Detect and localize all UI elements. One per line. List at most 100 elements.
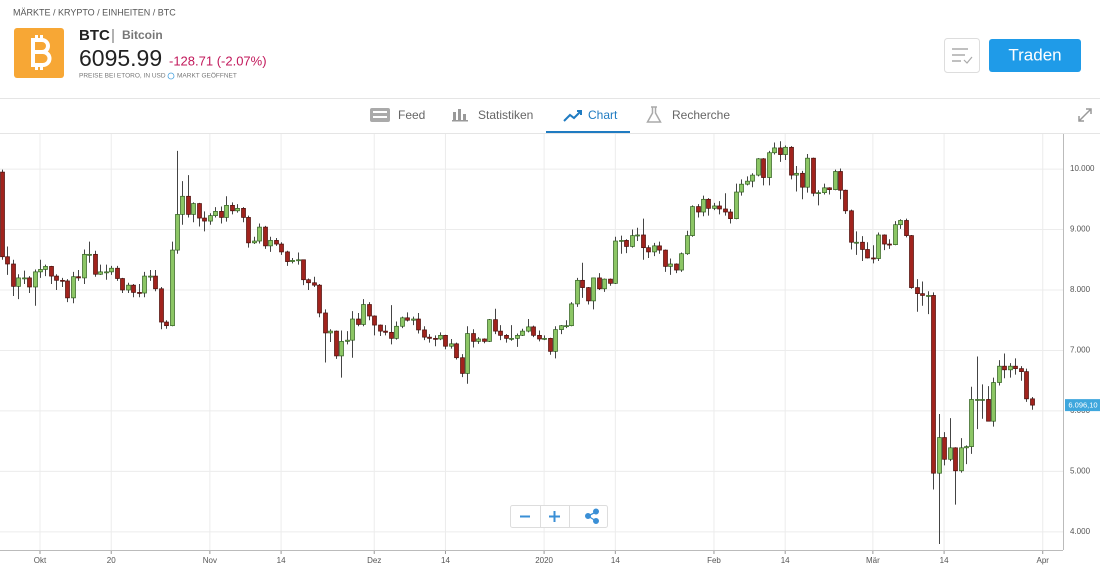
candle-body: [948, 447, 953, 460]
candle-body: [224, 204, 229, 218]
candle-body: [668, 263, 673, 267]
candle-body: [937, 437, 942, 474]
candle-body: [109, 267, 114, 273]
candle-body: [213, 211, 218, 216]
zoom-in-button[interactable]: [549, 511, 560, 522]
candle-body: [800, 172, 805, 188]
candle-body: [564, 325, 569, 328]
last-price-tag: [1065, 399, 1100, 412]
candle-body: [159, 288, 164, 323]
candle-body: [0, 171, 5, 258]
candle-body: [964, 446, 969, 449]
candle-body: [980, 399, 985, 401]
candle-body: [843, 189, 848, 212]
candle-body: [893, 224, 898, 246]
candle-body: [942, 437, 947, 460]
candle-body: [915, 287, 920, 294]
breadcrumb[interactable]: MÄRKTE / KRYPTO / EINHEITEN / BTC: [13, 7, 176, 17]
candle-body: [76, 276, 81, 279]
candle-body: [235, 208, 240, 212]
candle-body: [433, 338, 438, 340]
candle-body: [16, 277, 21, 287]
candle-body: [531, 326, 536, 336]
candle-body: [816, 192, 821, 195]
candle-body: [1019, 368, 1024, 372]
stats-icon: [452, 109, 468, 122]
trade-button[interactable]: [989, 39, 1081, 72]
expand-button[interactable]: [1078, 108, 1092, 122]
price: 6095.99: [79, 45, 162, 71]
candle-body: [22, 277, 27, 280]
clock-icon: [167, 72, 175, 80]
watchlist-button[interactable]: [944, 38, 980, 73]
candle-body: [569, 303, 574, 327]
candle-body: [537, 334, 542, 340]
candle-body: [772, 147, 777, 154]
tab-label[interactable]: Statistiken: [478, 108, 533, 122]
candle-body: [876, 234, 881, 259]
candle-body: [991, 382, 996, 422]
candle-body: [706, 198, 711, 209]
candle-body: [411, 318, 416, 321]
x-tick-label: 20: [107, 556, 116, 565]
candle-body: [663, 249, 668, 267]
x-tick-label: Nov: [203, 556, 217, 565]
candle-body: [170, 249, 175, 327]
candle-body: [997, 365, 1002, 383]
candle-body: [959, 447, 964, 472]
candle-body: [257, 226, 262, 242]
candle-body: [476, 338, 481, 342]
candle-body: [953, 447, 958, 472]
candle-body: [82, 253, 87, 279]
candle-body: [126, 284, 131, 291]
candle-body: [422, 329, 427, 338]
candle-body: [345, 339, 350, 342]
candle-body: [1002, 365, 1007, 371]
candle-body: [301, 259, 306, 281]
candle-body: [323, 312, 328, 334]
y-tick-label: 9.000: [1070, 225, 1091, 234]
candle-body: [1013, 365, 1018, 369]
candle-body: [487, 319, 492, 342]
candle-body: [400, 317, 405, 327]
coin-name: Bitcoin: [122, 28, 163, 42]
tab-label[interactable]: Chart: [588, 108, 618, 122]
candle-body: [657, 245, 662, 251]
candle-body: [969, 399, 974, 447]
candle-body: [241, 208, 246, 218]
candle-body: [690, 206, 695, 236]
x-tick-label: Okt: [34, 556, 47, 565]
candle-body: [1024, 371, 1029, 400]
tab-label[interactable]: Recherche: [672, 108, 730, 122]
x-tick-label: 14: [277, 556, 286, 565]
candle-body: [38, 269, 43, 273]
candle-body: [449, 343, 454, 347]
candle-body: [778, 147, 783, 155]
x-tick-label: Mär: [866, 556, 880, 565]
candle-body: [372, 315, 377, 326]
candle-body: [498, 330, 503, 336]
y-tick-label: 7.000: [1070, 346, 1091, 355]
candle-body: [652, 245, 657, 253]
candle-body: [104, 271, 109, 274]
candle-body: [931, 295, 936, 474]
x-tick-label: 14: [940, 556, 949, 565]
trade-button-label[interactable]: Traden: [1008, 45, 1061, 64]
active-tab-underline: [546, 131, 630, 133]
candle-body: [504, 334, 509, 339]
tab-label[interactable]: Feed: [398, 108, 425, 122]
candle-body: [783, 146, 788, 155]
candle-body: [854, 241, 859, 244]
candle-body: [548, 338, 553, 352]
candle-body: [482, 338, 487, 342]
candle-body: [860, 241, 865, 250]
candle-body: [115, 267, 120, 279]
x-tick-label: 14: [781, 556, 790, 565]
candle-body: [1008, 365, 1013, 371]
share-button[interactable]: [585, 508, 599, 524]
candle-body: [679, 253, 684, 271]
candle-body: [882, 234, 887, 245]
candle-body: [246, 217, 251, 244]
